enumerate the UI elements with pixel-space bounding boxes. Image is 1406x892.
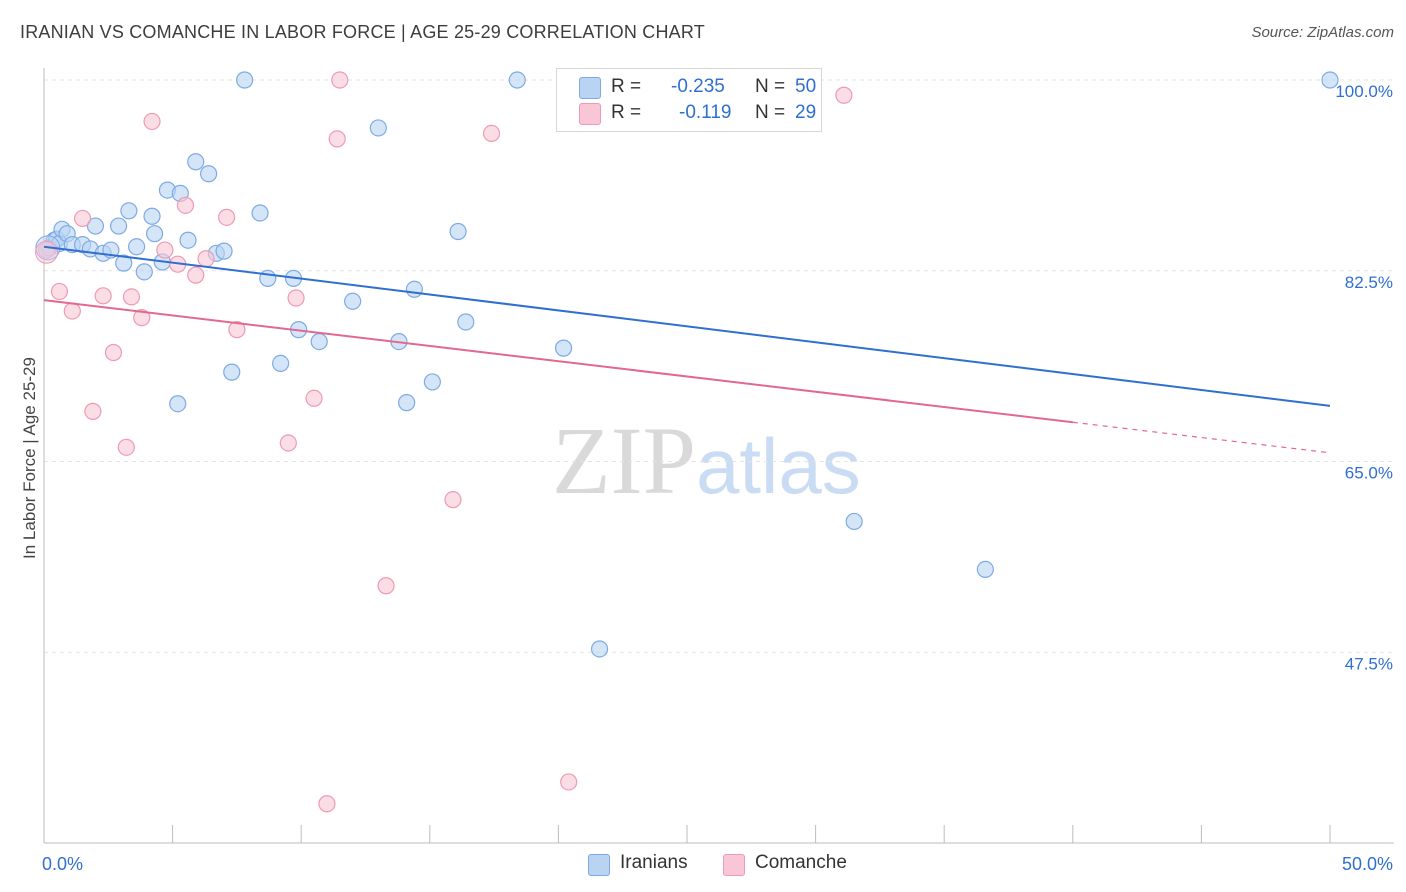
iranians-point [508,71,526,89]
comanche-trend-line [43,299,1073,424]
iranians-point [215,242,233,260]
comanche-point [117,438,135,456]
iranians-point [976,560,994,579]
iranians-point [310,333,328,351]
iranians-point [405,280,423,298]
comanche-point [482,124,501,143]
iranians-point [109,217,128,235]
iranians-point [554,339,573,357]
iranians-point [344,292,362,310]
comanche-point [318,795,336,813]
comanche-legend-label: Comanche [755,852,847,873]
correlation-legend: R = -0.235 N = 50 R = -0.119 N = 29 [556,68,822,132]
watermark-atlas: atlas [696,422,861,510]
iranians-trend-line [43,245,1331,407]
iranians-point [145,225,164,243]
iranians-point [251,204,269,222]
comanche-point [50,282,69,301]
comanche-point [122,288,141,306]
iranians-point [127,238,146,256]
comanche-point [305,389,323,407]
y-axis-label: In Labor Force | Age 25-29 [20,357,39,559]
iranians-point [223,363,241,381]
source-credit: Source: ZipAtlas.com [1251,24,1394,41]
x-tick-label-max: 50.0% [1342,854,1393,874]
comanche-point [197,250,215,268]
iranians-point [86,217,105,235]
comanche-point [143,112,161,131]
iranians-point [423,373,441,391]
iranians-point [236,71,254,89]
iranians-swatch [579,77,601,99]
iranians-n-value: 50 [795,76,817,97]
iranians-legend-swatch [588,854,610,876]
iranians-point [179,231,197,249]
iranians-point [187,153,205,171]
comanche-point [560,773,578,791]
iranians-point [449,222,467,241]
iranians-point [200,165,218,183]
iranians-point [398,394,416,412]
comanche-point [94,287,112,305]
comanche-point [444,491,462,509]
iranians-r-value: -0.235 [671,76,725,97]
comanche-r-label: R = [611,102,642,123]
comanche-cluster-point [35,240,59,264]
iranians-point [115,254,133,272]
comanche-swatch [579,103,601,125]
comanche-trend-extension [1072,421,1331,454]
iranians-point [169,395,187,413]
watermark-zip: ZIP [552,407,696,514]
y-tick-label: 47.5% [1345,654,1393,673]
comanche-point [377,577,395,595]
iranians-legend-label: Iranians [620,852,688,873]
comanche-point [218,208,236,226]
iranians-point [143,207,161,225]
iranians-point [457,313,475,331]
y-tick-label: 65.0% [1345,464,1393,483]
comanche-point [156,241,174,259]
comanche-point [331,71,349,89]
comanche-point [63,302,81,320]
comanche-point [279,434,297,452]
iranians-r-label: R = [611,76,642,97]
comanche-legend-swatch [723,854,745,876]
y-tick-label: 100.0% [1335,82,1393,101]
comanche-point [187,266,205,284]
comanche-point [176,196,195,214]
comanche-point [835,86,853,104]
comanche-point [73,209,92,228]
comanche-point [287,289,305,307]
y-tick-label: 82.5% [1345,273,1393,292]
x-tick-label-min: 0.0% [42,854,83,874]
iranians-point [135,263,153,281]
comanche-point [133,309,151,327]
iranians-point [272,354,290,372]
comanche-point [228,321,246,339]
iranians-point [590,640,609,658]
comanche-r-value: -0.119 [679,102,732,123]
chart-title: IRANIAN VS COMANCHE IN LABOR FORCE | AGE… [20,22,705,42]
comanche-point [84,402,102,420]
comanche-n-value: 29 [795,102,817,123]
iranians-point [1321,71,1339,89]
comanche-point [328,130,346,148]
iranians-n-label: N = [755,76,786,97]
iranians-point [369,119,387,137]
iranians-point [845,512,863,531]
comanche-n-label: N = [755,102,786,123]
iranians-point [120,202,138,220]
comanche-point [104,343,123,362]
watermark: ZIPatlas [552,405,861,516]
